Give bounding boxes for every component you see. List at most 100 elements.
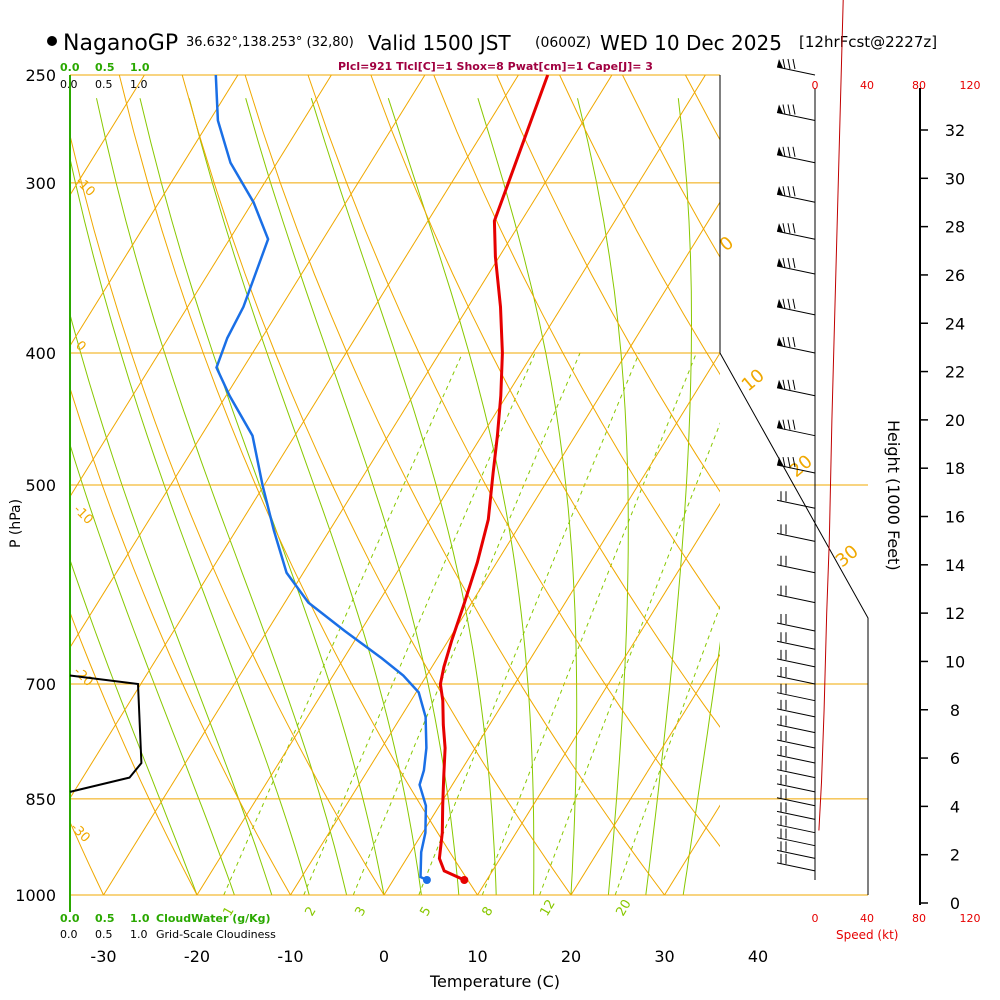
pressure-tick-850: 850	[25, 790, 56, 809]
pressure-tick-500: 500	[25, 476, 56, 495]
moist-adiabat-line	[721, 98, 849, 895]
wind-barb-feather	[792, 104, 796, 115]
dry-adiabat-label-1: 10	[738, 365, 769, 396]
wind-barb-feather	[782, 58, 786, 70]
height-tick-32: 32	[945, 121, 965, 140]
cloudiness-profile	[69, 674, 143, 793]
height-tick-18: 18	[945, 459, 965, 478]
isotherm-label-2: -10	[70, 502, 96, 528]
dry-adiabat-label-3: 30	[832, 541, 863, 572]
wind-barb-feather	[787, 58, 791, 70]
moist-adiabat-line	[70, 312, 273, 895]
wind-barb	[776, 532, 816, 542]
cloudwater-tick-top-2: 1.0	[130, 61, 150, 74]
height-tick-22: 22	[945, 363, 965, 382]
wind-barb-feather	[787, 298, 791, 309]
dewpoint-trace	[214, 74, 428, 882]
height-tick-16: 16	[945, 508, 965, 527]
wind-barb-feather	[792, 146, 796, 157]
pressure-tick-300: 300	[25, 174, 56, 193]
mixing-ratio-label-6: 20	[613, 897, 634, 919]
wind-barb	[776, 154, 816, 164]
temperature-tick-0: 0	[379, 947, 389, 966]
wind-barb	[776, 769, 816, 779]
speed-tick-bottom-0: 0	[812, 912, 819, 925]
wind-barb	[776, 640, 816, 650]
cloud-axis-top: 0.0 0.5 1.0 0.0 0.5 1.0	[60, 61, 150, 91]
speed-tick-top-0: 0	[812, 79, 819, 92]
wind-barb	[776, 708, 816, 718]
hodograph-boundary	[719, 352, 869, 895]
wind-barb-flag	[777, 258, 783, 268]
mixing-ratio-line-2	[303, 352, 536, 895]
speed-tick-bottom-3: 120	[960, 912, 981, 925]
wind-barb-feather	[782, 146, 786, 157]
speed-axis-bottom: 0 40 80 120 Speed (kt)	[812, 912, 981, 942]
height-tick-24: 24	[945, 314, 965, 333]
wind-barb-feather	[782, 223, 786, 234]
height-tick-0: 0	[950, 894, 960, 913]
height-tick-6: 6	[950, 749, 960, 768]
mixing-ratio-label-3: 5	[417, 904, 434, 919]
valid-date: WED 10 Dec 2025	[600, 31, 782, 55]
forecast-info: [12hrFcst@2227z]	[799, 33, 937, 51]
wind-barb	[776, 810, 816, 820]
dry-adiabat-line	[118, 75, 478, 895]
wind-barb	[776, 692, 816, 702]
wind-barb	[776, 427, 816, 437]
moist-adiabat-line	[645, 98, 693, 895]
wind-barb-flag	[777, 223, 783, 233]
moist-adiabat-line	[387, 98, 535, 895]
wind-barb	[776, 622, 816, 632]
speed-axis-label: Speed (kt)	[836, 928, 898, 942]
wind-barb-flag	[777, 104, 783, 114]
speed-tick-top-2: 80	[912, 79, 926, 92]
wind-barb-feather	[787, 257, 791, 269]
wind-barb-feather	[792, 223, 796, 234]
wind-barb	[776, 824, 816, 834]
pressure-tick-1000: 1000	[15, 886, 56, 905]
wind-barb-feather	[787, 223, 791, 234]
isotherm-line	[477, 502, 720, 895]
dry-adiabat-line	[70, 133, 385, 895]
wind-barb-feather	[782, 419, 786, 430]
valid-time: Valid 1500 JST	[368, 31, 511, 55]
cloudiness-tick-bottom-0: 0.0	[60, 928, 78, 941]
cloudiness-tick-top-0: 0.0	[60, 78, 78, 91]
wind-barb	[776, 739, 816, 749]
wind-barb-feather	[787, 104, 791, 115]
wind-barb	[776, 754, 816, 764]
mixing-ratio-label-5: 12	[537, 897, 558, 919]
moist-adiabat-line	[70, 443, 235, 895]
wind-barb-flag	[777, 457, 783, 467]
surface-dewpoint-point	[422, 876, 431, 884]
cloudiness-tick-top-1: 0.5	[95, 78, 113, 91]
wind-barb	[776, 265, 816, 275]
dry-adiabat-line	[70, 611, 198, 895]
wind-barb-feather	[792, 298, 796, 309]
wind-barb-flag	[777, 298, 783, 308]
pressure-tick-250: 250	[25, 66, 56, 85]
mixing-ratio-line-1	[223, 352, 463, 895]
wind-barb	[776, 862, 816, 872]
speed-tick-top-1: 40	[860, 79, 874, 92]
temperature-tick-10: 10	[467, 947, 487, 966]
wind-barb	[776, 594, 816, 604]
moist-adiabat-line	[188, 98, 422, 895]
isotherm-line	[70, 75, 239, 347]
mixing-ratio-label-2: 3	[352, 904, 369, 919]
wind-barb-feather	[792, 336, 796, 348]
wind-barb-feather	[787, 336, 791, 348]
cloudwater-tick-top-1: 0.5	[95, 61, 115, 74]
cloudwater-tick-top-0: 0.0	[60, 61, 80, 74]
dry-adiabat-line	[370, 75, 720, 728]
cloudwater-tick-bottom-0: 0.0	[60, 912, 80, 925]
moist-adiabat-line	[96, 98, 348, 895]
wind-barb-feather	[787, 186, 791, 197]
cloudiness-label: Grid-Scale Cloudiness	[156, 928, 276, 941]
wind-barb	[776, 66, 816, 76]
wind-barb	[776, 464, 816, 474]
speed-tick-bottom-2: 80	[912, 912, 926, 925]
moist-adiabat-line	[245, 98, 460, 895]
pressure-axis-label: P (hPa)	[8, 499, 24, 548]
